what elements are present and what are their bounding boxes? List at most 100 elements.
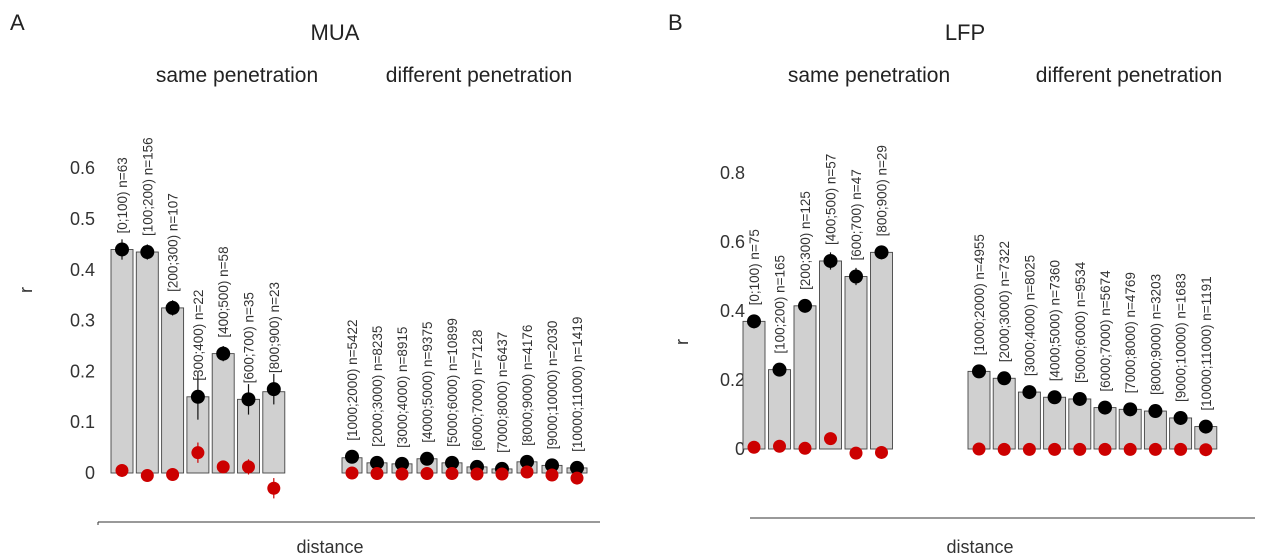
panel-a-black-point bbox=[241, 392, 256, 407]
panel-a-red-point bbox=[570, 471, 584, 485]
panel-b-y-tick-label: 0.2 bbox=[720, 370, 745, 390]
panel-a-red-point bbox=[520, 465, 534, 479]
panel-b-red-point bbox=[1022, 442, 1036, 456]
panel-b-bar-label: [100;200) n=165 bbox=[773, 255, 788, 354]
panel-a-bar-label: [400;500) n=58 bbox=[216, 246, 231, 337]
panel-a-bar-label: [3000;4000) n=8915 bbox=[395, 327, 410, 448]
panel-a-black-point bbox=[370, 455, 384, 470]
panel-b-bar-label: [8000;9000) n=3203 bbox=[1148, 274, 1163, 395]
panel-b-black-point bbox=[997, 371, 1012, 386]
panel-a-red-point bbox=[370, 467, 384, 481]
panel-b-group-label-different: different penetration bbox=[1036, 64, 1222, 87]
panel-b-bar bbox=[1043, 396, 1067, 450]
panel-b-black-point bbox=[747, 314, 761, 329]
panel-a-red-point bbox=[345, 466, 359, 480]
panel-a-y-tick-label: 0.2 bbox=[70, 361, 95, 381]
panel-b-bar-label: [1000;2000) n=4955 bbox=[972, 234, 987, 355]
panel-b: B LFP same penetration different penetra… bbox=[668, 10, 1255, 557]
panel-b-red-point bbox=[1174, 442, 1188, 456]
panel-a-black-point bbox=[395, 456, 409, 471]
panel-a-bar bbox=[110, 249, 134, 474]
panel-a-letter: A bbox=[10, 10, 25, 35]
panel-a-y-axis-label: r bbox=[16, 287, 36, 293]
panel-b-black-point bbox=[874, 245, 889, 260]
panel-a-red-point bbox=[166, 468, 180, 482]
panel-b-bar bbox=[768, 369, 791, 450]
panel-a-black-point bbox=[165, 300, 180, 315]
panel-a-bar-label: [10000;11000) n=1419 bbox=[570, 317, 585, 452]
panel-a-black-point bbox=[420, 451, 434, 466]
panel-b-red-point bbox=[997, 442, 1011, 456]
panel-b-red-point bbox=[875, 445, 888, 459]
panel-b-bar bbox=[1017, 391, 1041, 450]
panel-a-bar-label: [600;700) n=35 bbox=[242, 292, 257, 383]
panel-b-y-tick-label: 0.4 bbox=[720, 301, 745, 321]
panel-a-red-point bbox=[445, 467, 459, 481]
panel-a-group-label-different: different penetration bbox=[386, 64, 572, 87]
panel-a-red-point bbox=[470, 467, 484, 481]
panel-b-red-point bbox=[849, 446, 863, 460]
panel-a-bar-label: [800;900) n=23 bbox=[267, 282, 282, 373]
panel-b-bar-label: [200;300) n=125 bbox=[798, 191, 813, 290]
panel-a-red-point bbox=[420, 467, 434, 481]
panel-b-bar-label: [9000;10000) n=1683 bbox=[1174, 273, 1189, 402]
panel-b-black-point bbox=[1198, 419, 1213, 434]
panel-b-y-ticks: 0 0.2 0.4 0.6 0.8 bbox=[720, 163, 1255, 519]
panel-b-black-point bbox=[1072, 391, 1087, 406]
panel-a-y-ticks: 0 0.1 0.2 0.3 0.4 0.5 0.6 bbox=[70, 158, 600, 523]
panel-a-red-point bbox=[395, 467, 409, 481]
panel-a-black-point bbox=[445, 455, 459, 470]
panel-a-y-tick-label: 0.1 bbox=[70, 412, 95, 432]
panel-b-red-point bbox=[1098, 442, 1112, 456]
panel-b-black-point bbox=[849, 269, 863, 284]
panel-b-bar-label: [6000;7000) n=5674 bbox=[1098, 270, 1113, 392]
panel-a-bar-label: [200;300) n=107 bbox=[166, 193, 181, 292]
panel-b-y-axis-label: r bbox=[672, 339, 692, 345]
panel-b-y-tick-label: 0.8 bbox=[720, 163, 745, 183]
panel-b-bar bbox=[793, 305, 817, 450]
panel-b-bar-label: [3000;4000) n=8025 bbox=[1022, 255, 1037, 376]
panel-a-y-tick-label: 0.5 bbox=[70, 209, 95, 229]
panel-a-bar bbox=[135, 251, 159, 474]
panel-a-black-point bbox=[520, 454, 534, 469]
panel-b-black-point bbox=[1098, 400, 1112, 415]
panel-b-red-point bbox=[1073, 442, 1087, 456]
panel-b-bar-label: [800;900) n=29 bbox=[875, 145, 890, 236]
panel-a-title: MUA bbox=[311, 20, 360, 45]
panel-a-bar-label: [6000;7000) n=7128 bbox=[470, 330, 485, 451]
panel-a-bar-label: [5000;6000) n=10899 bbox=[445, 318, 460, 447]
panel-b-x-axis-label: distance bbox=[946, 537, 1013, 557]
panel-a-bar-label: [2000;3000) n=8235 bbox=[370, 326, 385, 447]
panel-b-red-point bbox=[773, 439, 786, 453]
panel-a-black-point bbox=[266, 382, 281, 397]
panel-b-bar-label: [400;500) n=57 bbox=[824, 154, 839, 245]
panel-b-black-point bbox=[1148, 404, 1163, 419]
panel-a-bar-label: [9000;10000) n=2030 bbox=[545, 321, 560, 450]
panel-b-red-point bbox=[747, 440, 761, 454]
panel-b-black-point bbox=[823, 253, 838, 268]
panel-a-bars: [0;100) n=63 [100;200) n=156 [200;300) n=1… bbox=[110, 137, 588, 499]
panel-a-group-label-same: same penetration bbox=[156, 64, 318, 87]
panel-a-red-point bbox=[115, 463, 129, 477]
panel-b-group-label-same: same penetration bbox=[788, 64, 950, 87]
panel-b-bar bbox=[992, 377, 1016, 450]
panel-b-bar bbox=[967, 370, 991, 450]
panel-b-y-tick-label: 0 bbox=[735, 439, 745, 459]
panel-a-red-point bbox=[267, 481, 281, 495]
panel-b-bar-label: [10000;11000) n=1191 bbox=[1199, 276, 1214, 410]
panel-a-red-point bbox=[495, 467, 509, 481]
panel-b-bar bbox=[844, 276, 868, 450]
panel-b-red-point bbox=[798, 441, 812, 455]
panel-a-red-point bbox=[216, 460, 230, 474]
panel-a-x-axis-label: distance bbox=[296, 537, 363, 557]
panel-a-bar-label: [4000;5000) n=9375 bbox=[420, 322, 435, 443]
panel-a-bar-label: [0;100) n=63 bbox=[115, 157, 130, 233]
panel-a-black-point bbox=[570, 460, 584, 475]
panel-a-bar-label: [1000;2000) n=5422 bbox=[345, 319, 360, 440]
panel-b-bar bbox=[742, 320, 766, 450]
panel-b-bar-label: [600;700) n=47 bbox=[849, 169, 864, 260]
panel-a-red-point bbox=[191, 446, 205, 460]
panel-b-black-point bbox=[1022, 385, 1037, 400]
panel-b-black-point bbox=[972, 364, 986, 379]
